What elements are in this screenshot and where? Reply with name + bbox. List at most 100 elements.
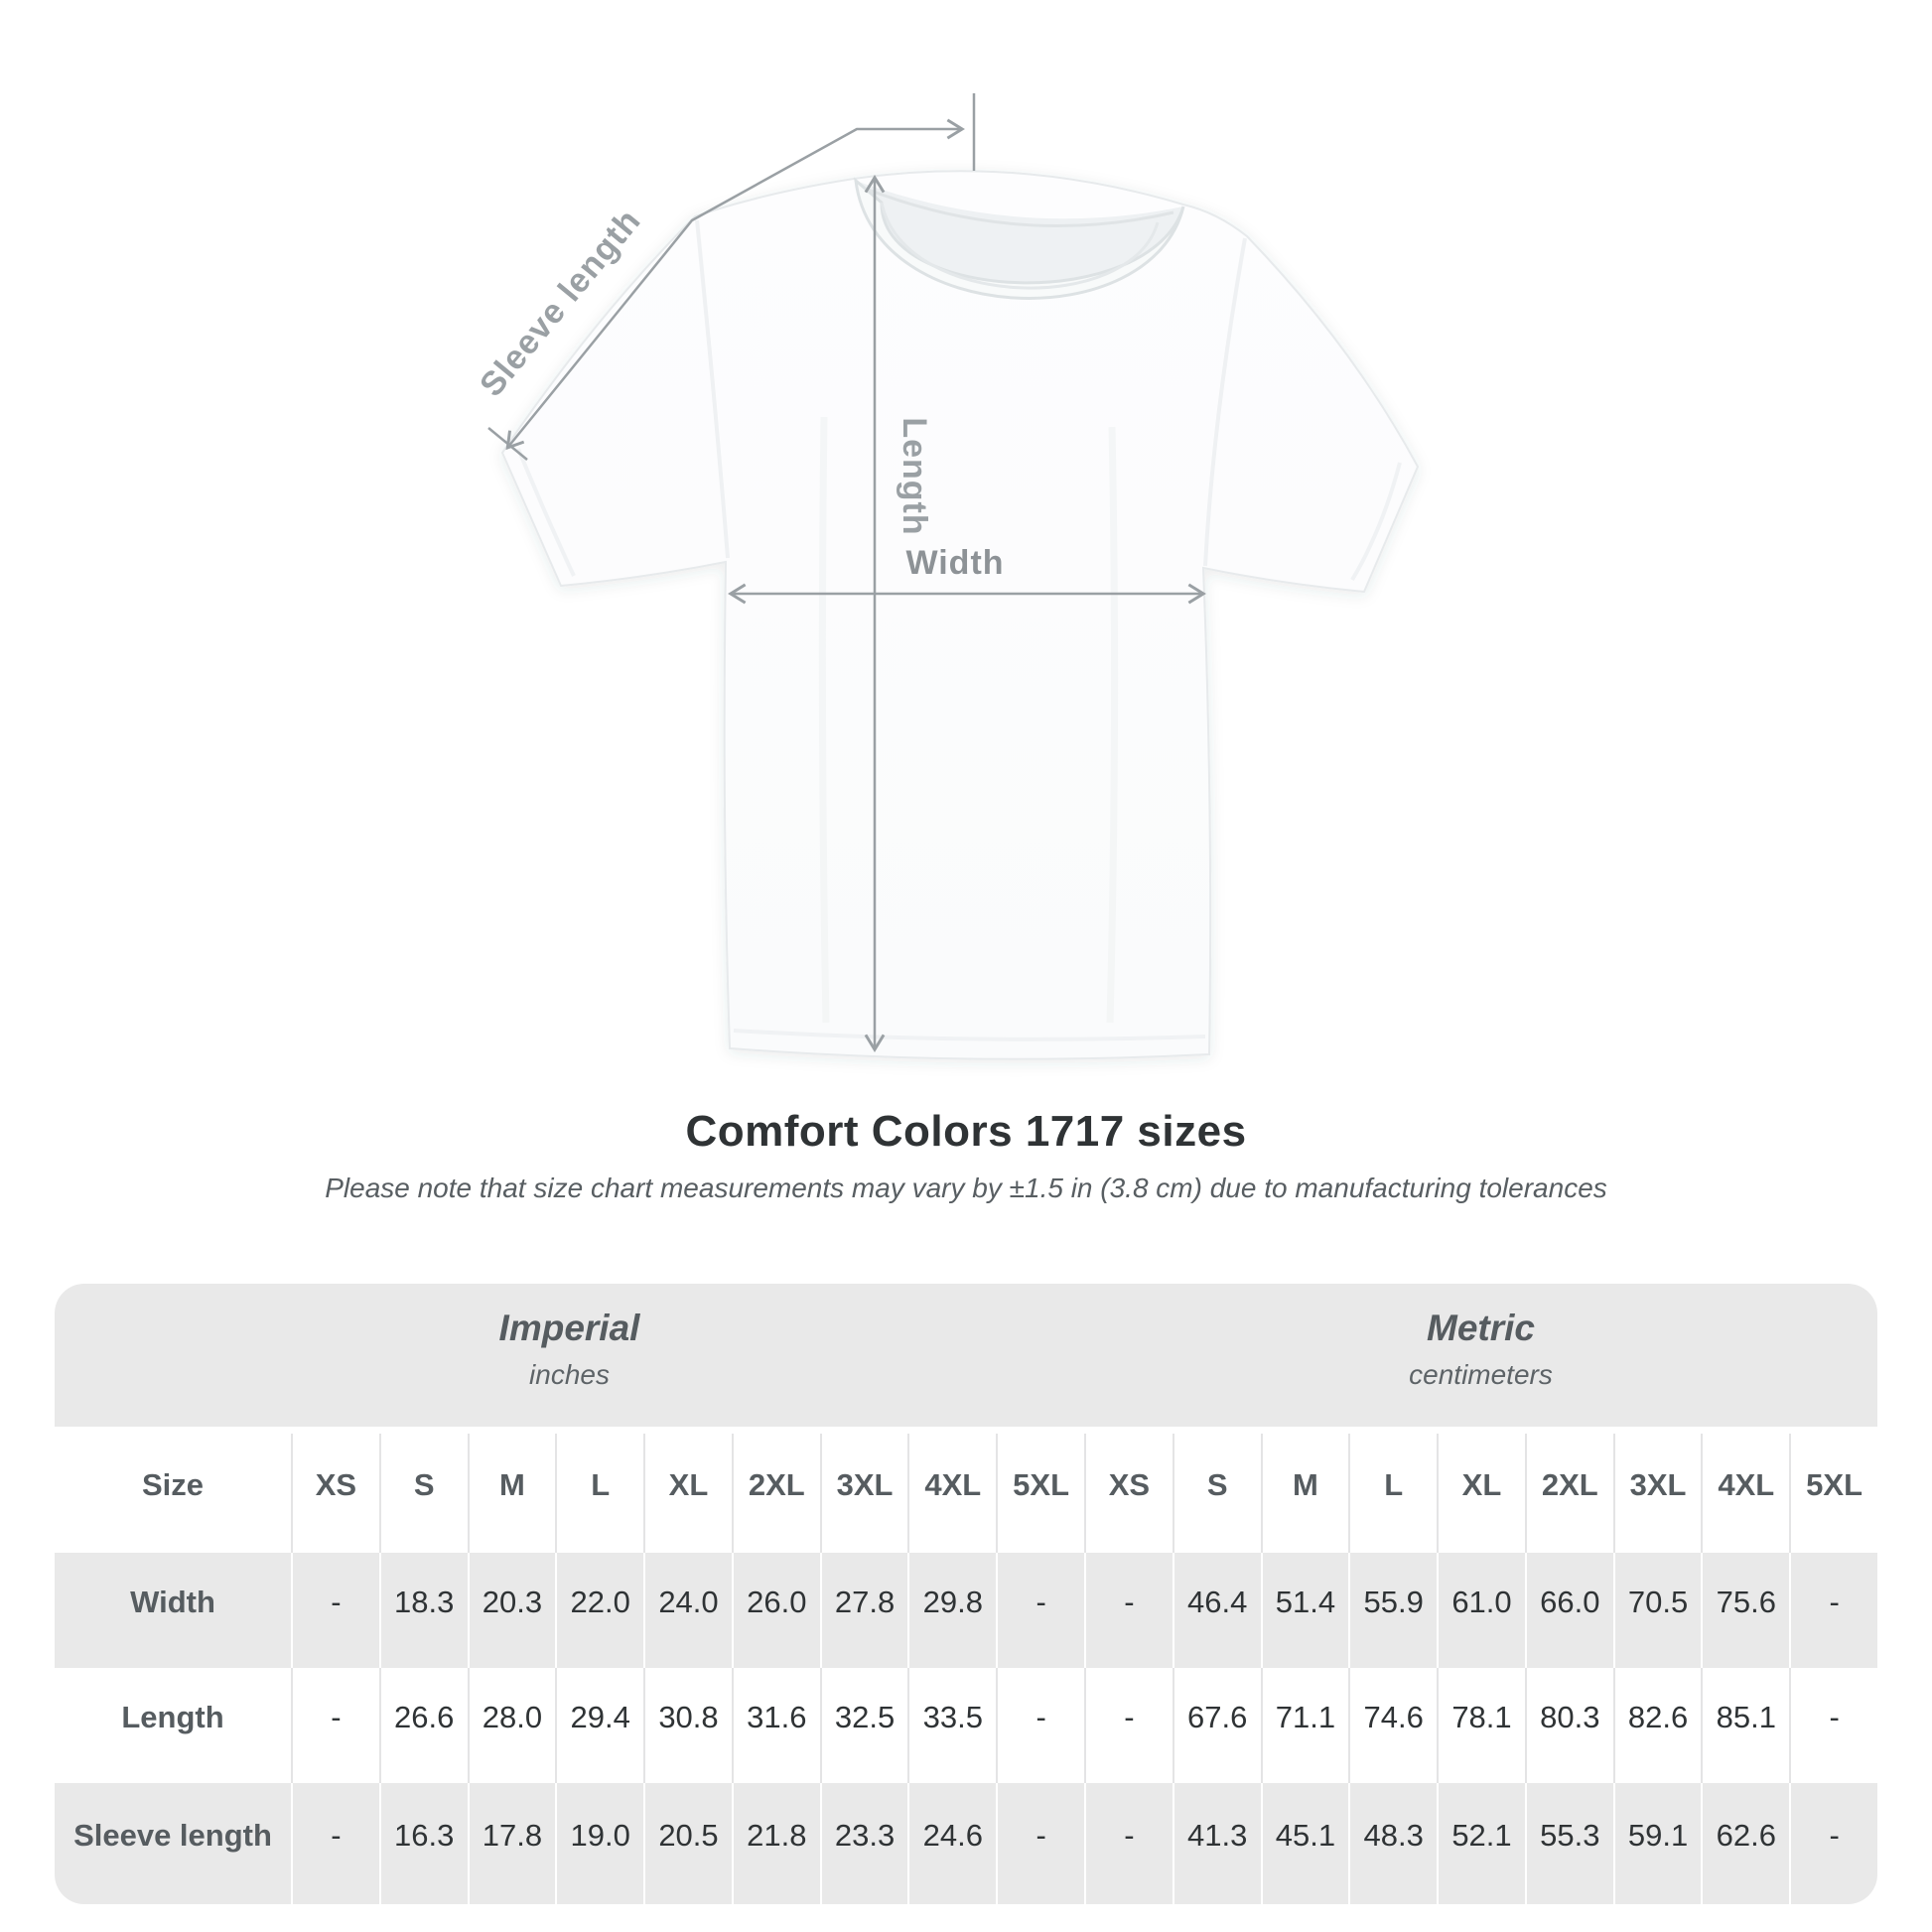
value-cell: 78.1: [1437, 1668, 1525, 1783]
row-label: Length: [121, 1700, 224, 1734]
value-cell: 29.4: [555, 1668, 643, 1783]
value-cell: 31.6: [731, 1668, 820, 1783]
size-header-label: Size: [141, 1467, 205, 1502]
value-cell: 59.1: [1612, 1783, 1702, 1904]
value-cell: 16.3: [378, 1783, 468, 1904]
value-cell: 82.6: [1612, 1668, 1702, 1783]
value-cell: 19.0: [555, 1783, 643, 1904]
value-cell: 52.1: [1437, 1783, 1525, 1904]
tolerance-note: Please note that size chart measurements…: [325, 1173, 1607, 1203]
size-col-header-metric-5xl: 5XL: [1789, 1434, 1877, 1553]
imperial-group: Imperial inches: [55, 1284, 1084, 1427]
page-title: Comfort Colors 1717 sizes: [685, 1107, 1247, 1156]
value-cell: 74.6: [1348, 1668, 1437, 1783]
size-col-header-imperial-2xl: 2XL: [731, 1434, 820, 1553]
value-cell: 67.6: [1172, 1668, 1261, 1783]
value-cell: 21.8: [731, 1783, 820, 1904]
body-fold-left: [818, 416, 830, 1024]
size-col-header-metric-3xl: 3XL: [1612, 1434, 1702, 1553]
right-cuff-stitch: [1350, 462, 1402, 582]
value-cell: 27.8: [819, 1553, 908, 1668]
hem-stitch: [733, 1029, 1206, 1041]
value-cell: 71.1: [1260, 1668, 1349, 1783]
value-cell: 55.3: [1524, 1783, 1613, 1904]
right-sleeve-seam: [1203, 237, 1247, 567]
value-cell: -: [1084, 1553, 1173, 1668]
size-col-header-imperial-4xl: 4XL: [907, 1434, 996, 1553]
value-cell: 20.3: [467, 1553, 556, 1668]
value-cell: 61.0: [1437, 1553, 1525, 1668]
value-cell: 55.9: [1348, 1553, 1437, 1668]
size-col-header-imperial-5xl: 5XL: [996, 1434, 1084, 1553]
row-label: Sleeve length: [73, 1818, 272, 1853]
value-cell: 80.3: [1524, 1668, 1613, 1783]
width-label: Width: [905, 544, 1004, 582]
row-label: Width: [130, 1585, 215, 1619]
size-col-header-metric-2xl: 2XL: [1524, 1434, 1613, 1553]
value-cell: -: [1789, 1668, 1877, 1783]
sleeve-length-line: [505, 118, 965, 451]
size-table: Imperial inches Metric centimeters Size X…: [55, 1284, 1877, 1904]
size-col-header-metric-xs: XS: [1084, 1434, 1173, 1553]
left-cuff-stitch: [516, 448, 576, 577]
value-cell: 28.0: [467, 1668, 556, 1783]
value-cell: 70.5: [1612, 1553, 1702, 1668]
metric-title: Metric: [1427, 1308, 1535, 1348]
value-cell: 45.1: [1260, 1783, 1349, 1904]
size-col-header-imperial-xs: XS: [291, 1434, 379, 1553]
measurement-annotations: [487, 93, 1206, 1052]
size-col-header-imperial-l: L: [555, 1434, 643, 1553]
tshirt-graphic: [500, 170, 1420, 1060]
value-cell: -: [996, 1668, 1084, 1783]
size-col-header-metric-m: M: [1260, 1434, 1349, 1553]
size-col-header-imperial-3xl: 3XL: [819, 1434, 908, 1553]
value-cell: 26.0: [731, 1553, 820, 1668]
value-cell: 20.5: [643, 1783, 732, 1904]
value-cell: -: [291, 1553, 379, 1668]
size-col-header-metric-s: S: [1172, 1434, 1261, 1553]
size-col-header-metric-4xl: 4XL: [1701, 1434, 1789, 1553]
value-cell: 30.8: [643, 1668, 732, 1783]
size-col-header-metric-xl: XL: [1437, 1434, 1525, 1553]
metric-group: Metric centimeters: [1084, 1284, 1877, 1427]
measurement-row-sleeve-length: Sleeve length -16.3 17.8 19.0 20.5 21.8 23.3 24…: [55, 1783, 1877, 1904]
value-cell: 29.8: [907, 1553, 996, 1668]
value-cell: 41.3: [1172, 1783, 1261, 1904]
value-cell: 23.3: [819, 1783, 908, 1904]
size-col-header-metric-l: L: [1348, 1434, 1437, 1553]
sleeve-end-tick: [487, 427, 528, 461]
measurement-row-width: Width -18.3 20.3 22.0 24.0 26.0 27.8 29.8- -46.4…: [55, 1553, 1877, 1668]
value-cell: 24.0: [643, 1553, 732, 1668]
value-cell: -: [996, 1783, 1084, 1904]
value-cell: 48.3: [1348, 1783, 1437, 1904]
size-col-header-imperial-m: M: [467, 1434, 556, 1553]
value-cell: 51.4: [1260, 1553, 1349, 1668]
value-cell: 62.6: [1701, 1783, 1789, 1904]
size-header-row: Size XS S M L XL 2XL 3XL 4XL 5XL XS S M L XL 2XL 3XL 4XL 5…: [55, 1434, 1877, 1553]
value-cell: 33.5: [907, 1668, 996, 1783]
measurement-row-length: Length -26.6 28.0 29.4 30.8 31.6 32.5 33.5- -67.…: [55, 1668, 1877, 1783]
value-cell: 66.0: [1524, 1553, 1613, 1668]
table-rows: Size XS S M L XL 2XL 3XL 4XL 5XL XS S M L XL 2XL 3XL 4XL 5…: [55, 1434, 1877, 1904]
body-fold-right: [1106, 426, 1119, 1024]
value-cell: 85.1: [1701, 1668, 1789, 1783]
value-cell: -: [1084, 1783, 1173, 1904]
value-cell: -: [996, 1553, 1084, 1668]
value-cell: -: [1789, 1783, 1877, 1904]
value-cell: 22.0: [555, 1553, 643, 1668]
size-col-header-imperial-s: S: [378, 1434, 468, 1553]
imperial-title: Imperial: [498, 1308, 640, 1348]
size-col-header-imperial-xl: XL: [643, 1434, 732, 1553]
value-cell: -: [1789, 1553, 1877, 1668]
value-cell: -: [291, 1783, 379, 1904]
value-cell: 32.5: [819, 1668, 908, 1783]
metric-subtitle: centimeters: [1409, 1359, 1553, 1390]
unit-band: Imperial inches Metric centimeters: [55, 1284, 1877, 1427]
value-cell: 17.8: [467, 1783, 556, 1904]
value-cell: 24.6: [907, 1783, 996, 1904]
tshirt-measurement-diagram: Sleeve length Length Width: [473, 93, 1420, 1060]
value-cell: 26.6: [378, 1668, 468, 1783]
value-cell: 18.3: [378, 1553, 468, 1668]
length-label: Length: [896, 417, 933, 535]
value-cell: 46.4: [1172, 1553, 1261, 1668]
